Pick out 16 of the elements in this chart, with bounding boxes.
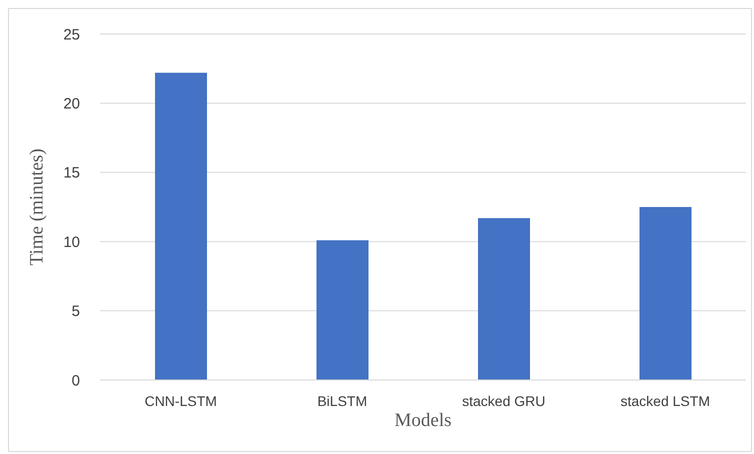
bar [316,240,368,380]
y-tick-label: 5 [72,303,80,320]
bar [155,72,207,380]
y-tick-label: 0 [72,372,80,390]
x-tick-label: CNN-LSTM [144,392,217,409]
x-tick-label: stacked LSTM [620,392,710,409]
bar [478,218,530,380]
y-tick-label: 15 [63,164,80,182]
y-tick-label: 25 [63,26,80,44]
x-tick-label: stacked GRU [462,392,546,409]
x-axis-title: Models [394,410,452,431]
y-tick-label: 20 [63,96,80,113]
y-axis-title: Time (minutes) [26,148,48,266]
y-tick-label: 10 [63,234,80,251]
bar [640,207,692,380]
x-tick-label: BiLSTM [317,392,368,409]
